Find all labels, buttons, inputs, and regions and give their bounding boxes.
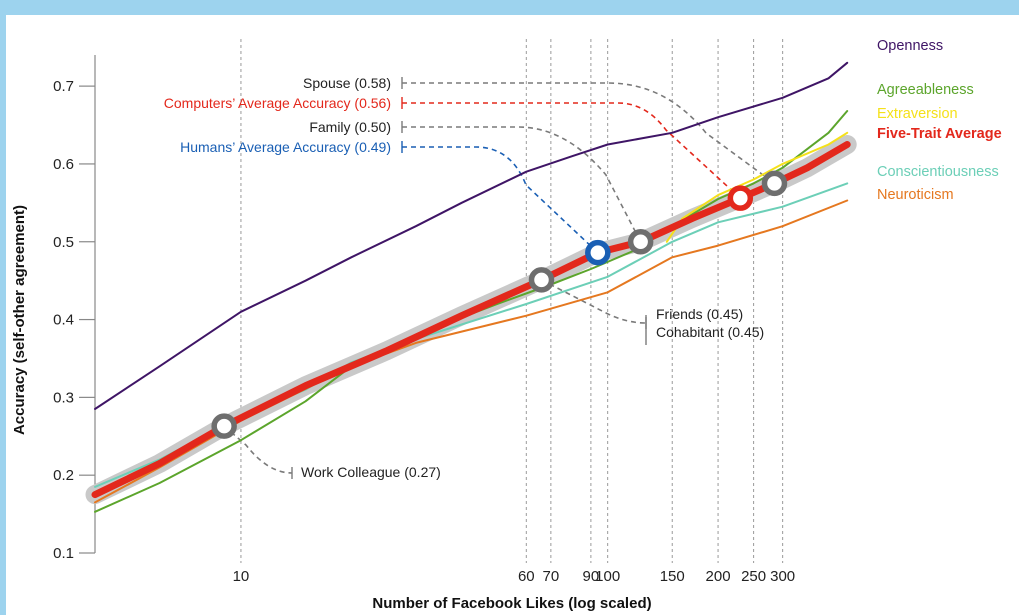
y-tick-labels: 0.1 0.2 0.3 0.4 0.5 0.6 0.7 (53, 78, 74, 562)
openness-label: Openness (877, 38, 943, 54)
data-marker (585, 239, 611, 266)
annotation-connector (223, 425, 293, 474)
data-marker (528, 267, 555, 293)
y-tick-label: 0.5 (53, 234, 74, 251)
series-lines (85, 61, 857, 513)
x-tick-label: 70 (543, 568, 560, 585)
openness-line (94, 61, 849, 410)
annotation-labels: Spouse (0.58) Computers’ Average Accuracy… (164, 75, 764, 480)
annotation-label: Spouse (0.58) (303, 75, 391, 91)
data-marker (211, 413, 237, 439)
extraversion-line (665, 131, 849, 243)
x-tick-label: 300 (770, 568, 795, 585)
y-tick-label: 0.3 (53, 389, 74, 406)
annotation-connector (402, 126, 642, 243)
x-tick-label: 60 (518, 568, 535, 585)
annotation-connector (541, 279, 647, 324)
data-marker (727, 185, 754, 211)
annotation-label: Friends (0.45) (656, 306, 743, 322)
annotation-label: Humans’ Average Accuracy (0.49) (180, 139, 391, 155)
axes (79, 55, 96, 554)
y-tick-label: 0.4 (53, 312, 74, 329)
neuroticism-label: Neuroticism (877, 187, 954, 203)
x-tick-label: 10 (233, 568, 250, 585)
x-tick-label: 250 (741, 568, 766, 585)
annotation-connector (402, 146, 599, 254)
annotation-label: Cohabitant (0.45) (656, 324, 764, 340)
x-axis-title: Number of Facebook Likes (log scaled) (372, 595, 651, 612)
extraversion-label: Extraversion (877, 106, 958, 122)
annotation-connectors (223, 77, 775, 479)
annotation-label: Family (0.50) (309, 119, 391, 135)
y-tick-label: 0.1 (53, 545, 74, 562)
series-labels: Openness Agreeableness Extraversion Five-Tr… (877, 38, 1002, 203)
neuroticism-line (94, 199, 849, 504)
agreeableness-label: Agreeableness (877, 82, 974, 98)
five-trait-average-label: Five-Trait Average (877, 126, 1002, 142)
x-tick-label: 100 (595, 568, 620, 585)
conscientiousness-label: Conscientiousness (877, 164, 999, 180)
annotation-label: Computers’ Average Accuracy (0.56) (164, 95, 391, 111)
y-tick-label: 0.6 (53, 156, 74, 173)
x-tick-label: 150 (660, 568, 685, 585)
y-tick-label: 0.7 (53, 78, 74, 95)
x-tick-label: 90 (583, 568, 600, 585)
annotation-label: Work Colleague (0.27) (301, 464, 441, 480)
annotation-connector (402, 82, 775, 185)
annotation-connector (402, 102, 741, 199)
chart-frame: 0.1 0.2 0.3 0.4 0.5 0.6 0.7 10 60 70 90 100 150 200 2… (6, 15, 1019, 615)
x-tick-label: 200 (706, 568, 731, 585)
data-markers (211, 170, 788, 439)
data-marker (761, 170, 788, 197)
y-tick-label: 0.2 (53, 467, 74, 484)
y-axis-title: Accuracy (self-other agreement) (11, 205, 28, 435)
data-marker (627, 229, 654, 255)
